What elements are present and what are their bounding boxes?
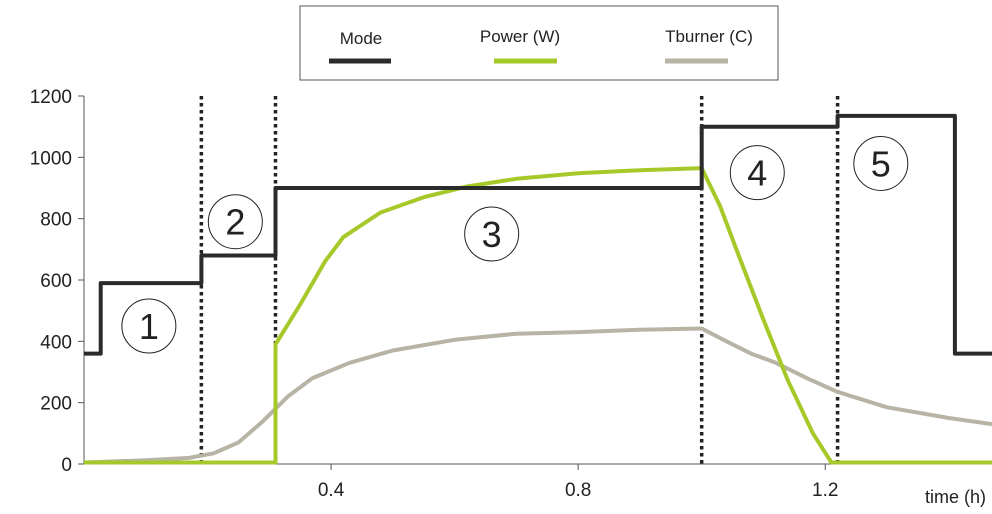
y-tick-label: 1000 <box>30 148 72 169</box>
phase-marker-label: 2 <box>225 202 245 243</box>
legend-label-tburner: Tburner (C) <box>665 27 753 46</box>
y-tick-label: 400 <box>40 332 72 353</box>
x-ticks: 0.4 0.8 1.2 <box>318 464 838 501</box>
phase-marker-label: 4 <box>747 153 767 194</box>
legend-label-mode: Mode <box>340 29 383 48</box>
y-tick-label: 800 <box>40 210 72 231</box>
legend-frame <box>299 5 779 81</box>
legend: Mode Power (W) Tburner (C) <box>299 5 779 81</box>
x-tick-label: 0.8 <box>565 480 591 501</box>
legend-label-power: Power (W) <box>480 27 560 46</box>
phase-marker-label: 3 <box>482 214 502 255</box>
x-axis-label: time (h) <box>925 487 986 507</box>
y-ticks: 0 200 400 600 800 1000 1200 <box>30 87 84 476</box>
mode-series-line <box>84 113 992 356</box>
phase-markers: 1 2 3 4 5 <box>121 135 909 354</box>
x-tick-label: 0.4 <box>318 480 345 501</box>
phase-marker-label: 5 <box>871 143 891 184</box>
y-tick-label: 0 <box>61 455 72 476</box>
phase-marker-circle <box>121 298 177 354</box>
phase-marker-label: 1 <box>139 306 159 347</box>
y-tick-label: 600 <box>40 271 72 292</box>
power-series-line <box>84 166 992 465</box>
phase-marker-circle <box>729 145 785 201</box>
x-tick-label: 1.2 <box>812 480 838 501</box>
phase-marker-circle <box>207 194 263 250</box>
tburner-series-line <box>83 326 992 465</box>
y-tick-label: 1200 <box>30 87 72 108</box>
series-lines <box>83 113 992 465</box>
phase-marker-circle <box>464 206 520 262</box>
y-tick-label: 200 <box>40 394 72 415</box>
phase-marker-circle <box>853 135 909 191</box>
